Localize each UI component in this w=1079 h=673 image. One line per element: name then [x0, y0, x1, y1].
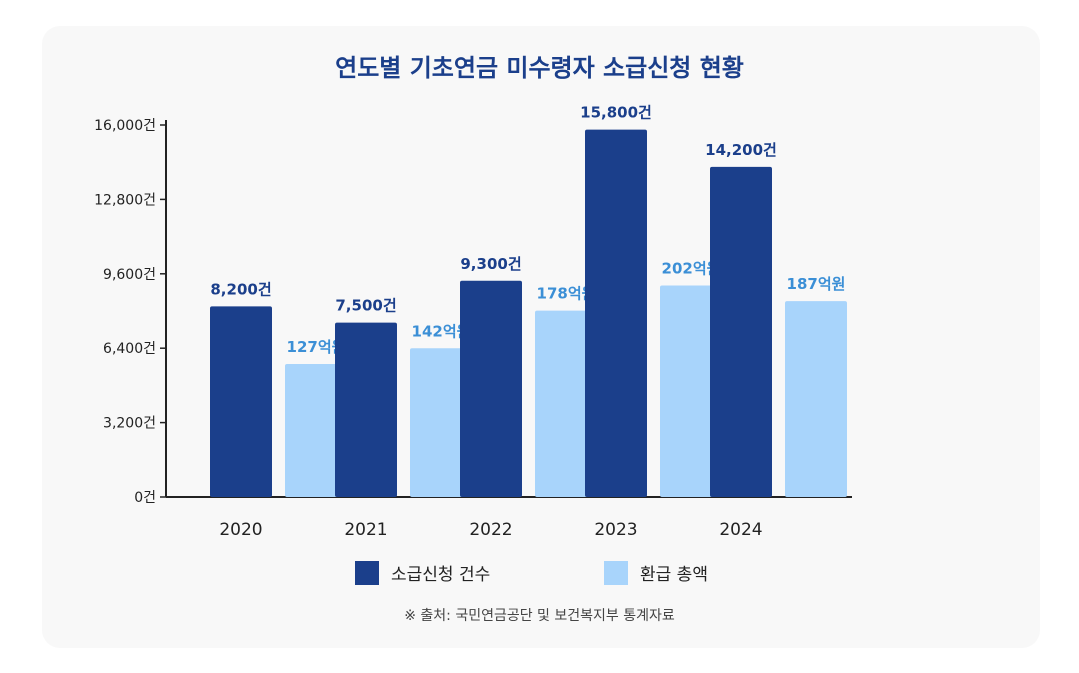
bar-refund-2021 — [410, 348, 472, 497]
y-ticks: 0건 3,200건 6,400건 9,600건 12,800건 16,000건 — [94, 118, 166, 506]
x-tick-label-2022: 2022 — [469, 520, 512, 540]
data-label-refund-2024: 187억원 — [787, 275, 846, 293]
x-tick-label-2021: 2021 — [344, 520, 387, 540]
data-label-refund-2022: 178억원 — [537, 285, 596, 303]
data-label-applications-2024: 14,200건 — [705, 141, 777, 159]
data-label-applications-2023: 15,800건 — [580, 104, 652, 122]
legend-item-refund: 환급 총액 — [604, 560, 708, 585]
y-tick-label: 12,800건 — [94, 192, 156, 208]
bar-applications-2023 — [585, 129, 647, 497]
legend-swatch-refund — [604, 560, 628, 585]
bar-applications-2024 — [710, 166, 772, 497]
legend-label-applications: 소급신청 건수 — [391, 565, 491, 585]
legend: 소급신청 건수 환급 총액 — [0, 560, 1079, 590]
bars: 8,200건 127억원 7,500건 142억원 9,300건 178억원 15,800건… — [210, 104, 847, 497]
data-label-refund-2023: 202억원 — [662, 259, 721, 277]
x-tick-label-2020: 2020 — [219, 520, 262, 540]
legend-swatch-applications — [355, 560, 379, 585]
bar-refund-2023 — [660, 285, 722, 497]
data-label-refund-2020: 127억원 — [287, 338, 346, 356]
bar-refund-2022 — [535, 310, 597, 497]
x-tick-label-2023: 2023 — [594, 520, 637, 540]
y-tick-label: 0건 — [134, 490, 156, 506]
x-ticks: 2020 2021 2022 2023 2024 — [219, 520, 762, 540]
bar-applications-2022 — [460, 280, 522, 497]
y-tick-label: 16,000건 — [94, 118, 156, 134]
data-label-applications-2020: 8,200건 — [210, 280, 271, 298]
bar-refund-2024 — [785, 301, 847, 497]
y-tick-label: 9,600건 — [103, 267, 156, 283]
bar-applications-2020 — [210, 306, 272, 497]
source-note: ※ 출처: 국민연금공단 및 보건복지부 통계자료 — [404, 608, 675, 624]
legend-label-refund: 환급 총액 — [640, 565, 708, 585]
x-tick-label-2024: 2024 — [719, 520, 762, 540]
chart-title: 연도별 기초연금 미수령자 소급신청 현황 — [335, 54, 744, 82]
y-tick-label: 3,200건 — [103, 416, 156, 432]
data-label-applications-2022: 9,300건 — [460, 255, 521, 273]
data-label-applications-2021: 7,500건 — [335, 297, 396, 315]
bar-refund-2020 — [285, 363, 347, 497]
data-label-refund-2021: 142억원 — [412, 322, 471, 340]
y-tick-label: 6,400건 — [103, 341, 156, 357]
legend-item-applications: 소급신청 건수 — [355, 560, 490, 585]
bar-applications-2021 — [335, 322, 397, 497]
